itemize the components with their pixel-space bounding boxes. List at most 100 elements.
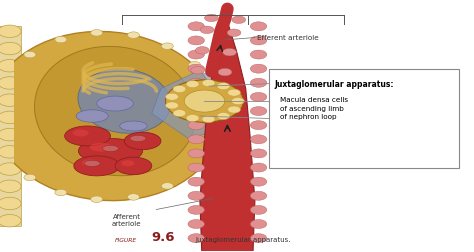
Ellipse shape (74, 156, 119, 176)
Circle shape (186, 81, 199, 87)
Circle shape (184, 90, 225, 112)
Circle shape (188, 78, 204, 87)
Text: 9.6: 9.6 (152, 231, 175, 244)
Circle shape (165, 102, 178, 109)
Circle shape (186, 115, 199, 121)
Circle shape (91, 29, 102, 36)
Circle shape (232, 16, 246, 23)
Circle shape (250, 92, 267, 101)
Circle shape (228, 89, 240, 96)
Circle shape (250, 177, 267, 186)
Circle shape (91, 196, 102, 202)
Ellipse shape (35, 46, 196, 176)
Circle shape (205, 14, 219, 22)
Circle shape (188, 219, 204, 229)
Circle shape (188, 149, 204, 158)
Circle shape (250, 50, 267, 59)
Circle shape (188, 234, 204, 243)
Circle shape (250, 149, 267, 158)
Ellipse shape (102, 145, 118, 151)
Circle shape (202, 116, 215, 123)
Circle shape (188, 36, 204, 45)
Circle shape (228, 106, 240, 113)
Circle shape (227, 29, 241, 37)
Circle shape (188, 107, 204, 115)
Polygon shape (152, 71, 234, 138)
Circle shape (231, 98, 244, 105)
Text: Efferent arteriole: Efferent arteriole (257, 35, 319, 41)
Ellipse shape (73, 130, 89, 137)
Circle shape (188, 22, 204, 31)
Ellipse shape (0, 32, 221, 201)
Circle shape (212, 113, 224, 119)
Circle shape (188, 163, 204, 172)
Circle shape (1, 73, 13, 80)
Circle shape (0, 111, 21, 124)
Text: Macula densa cells
of ascending limb
of nephron loop: Macula densa cells of ascending limb of … (280, 97, 348, 120)
Circle shape (0, 94, 21, 106)
Circle shape (161, 183, 173, 189)
Circle shape (0, 42, 21, 55)
Circle shape (0, 99, 1, 106)
Circle shape (250, 135, 267, 144)
Circle shape (250, 205, 267, 214)
Text: Juxtaglomerular apparatus.: Juxtaglomerular apparatus. (195, 237, 291, 243)
Circle shape (189, 61, 201, 68)
Circle shape (200, 26, 214, 34)
Text: Afferent
arteriole: Afferent arteriole (112, 214, 141, 228)
Circle shape (250, 64, 267, 73)
Circle shape (0, 59, 21, 72)
Circle shape (0, 77, 21, 89)
Circle shape (250, 163, 267, 172)
Text: FIGURE: FIGURE (115, 238, 137, 243)
Circle shape (0, 25, 21, 38)
Circle shape (165, 80, 244, 122)
Circle shape (188, 205, 204, 214)
Circle shape (0, 163, 21, 175)
Circle shape (188, 135, 204, 144)
Ellipse shape (131, 135, 144, 141)
Circle shape (188, 177, 204, 186)
Circle shape (250, 107, 267, 115)
Circle shape (173, 110, 186, 117)
Circle shape (189, 164, 201, 171)
FancyArrow shape (0, 26, 21, 226)
Circle shape (55, 36, 67, 43)
Circle shape (206, 140, 218, 146)
Ellipse shape (90, 143, 112, 151)
Ellipse shape (124, 132, 161, 150)
Text: Juxtaglomerular apparatus:: Juxtaglomerular apparatus: (274, 80, 394, 89)
Circle shape (188, 50, 204, 59)
Circle shape (250, 191, 267, 200)
Circle shape (0, 180, 21, 193)
Ellipse shape (115, 157, 152, 175)
Polygon shape (200, 21, 255, 252)
Circle shape (161, 43, 173, 49)
Ellipse shape (130, 135, 146, 142)
Circle shape (202, 80, 215, 86)
Circle shape (218, 68, 232, 76)
Circle shape (128, 32, 139, 38)
Circle shape (250, 78, 267, 87)
Ellipse shape (76, 110, 108, 122)
Circle shape (0, 128, 21, 141)
Circle shape (250, 36, 267, 45)
Circle shape (223, 48, 237, 56)
Circle shape (250, 234, 267, 243)
Circle shape (0, 146, 21, 158)
Circle shape (188, 64, 204, 73)
Circle shape (188, 191, 204, 200)
Circle shape (165, 93, 178, 100)
Ellipse shape (82, 160, 98, 166)
Ellipse shape (84, 160, 100, 167)
Circle shape (217, 83, 230, 90)
Circle shape (217, 113, 230, 119)
FancyBboxPatch shape (269, 69, 459, 168)
Ellipse shape (121, 160, 134, 166)
Ellipse shape (78, 138, 143, 163)
Circle shape (188, 121, 204, 130)
Circle shape (24, 174, 36, 181)
Circle shape (191, 67, 205, 74)
Ellipse shape (64, 126, 110, 146)
Circle shape (0, 197, 21, 210)
